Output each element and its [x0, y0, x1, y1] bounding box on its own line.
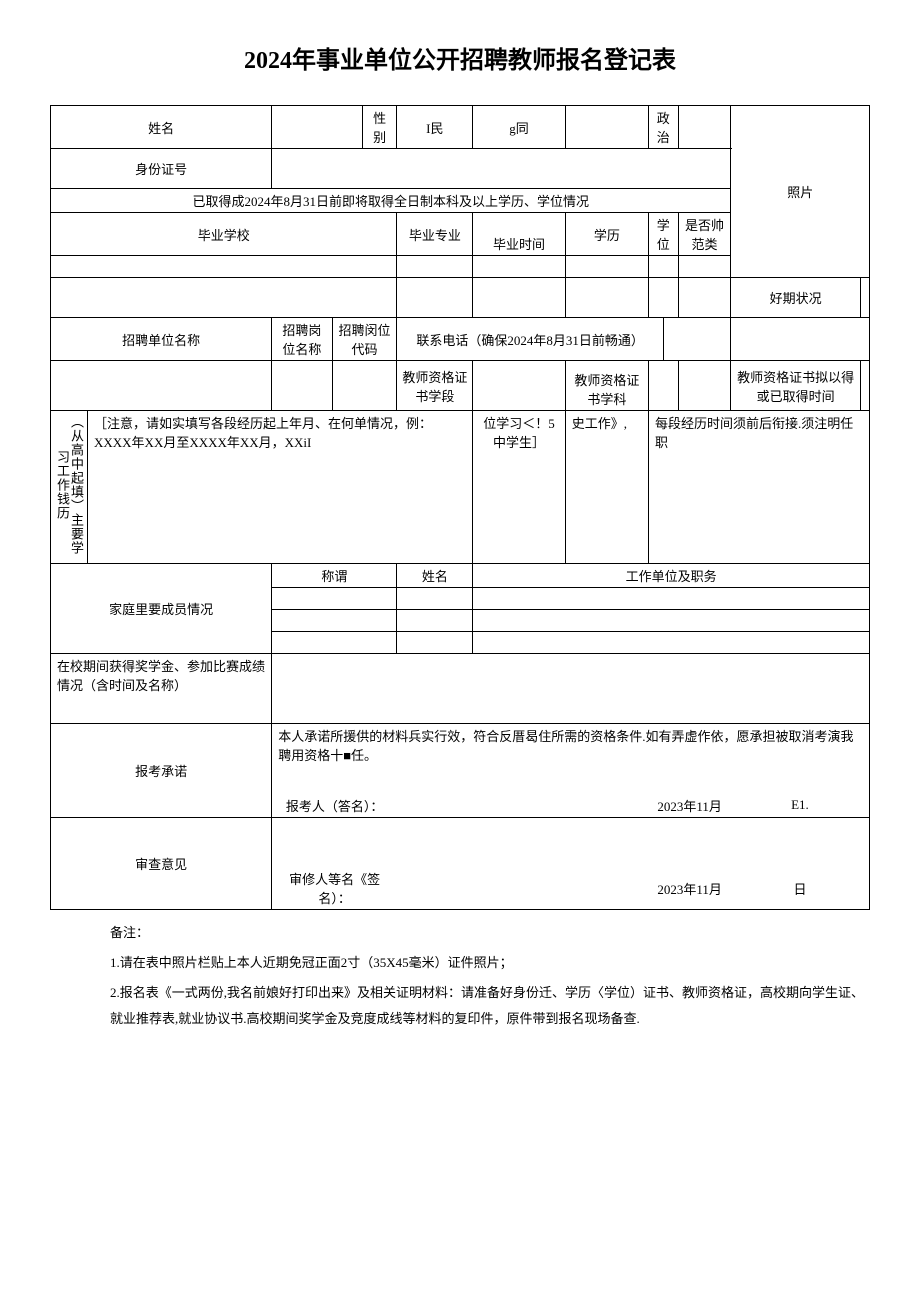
- politics-label: 政治: [648, 106, 678, 149]
- preg-cell: [860, 278, 869, 318]
- cert-time-label: 教师资格证书拟以得或已取得时间: [731, 361, 861, 411]
- edu-header: 已取得成2024年8月31日前即将取得全日制本科及以上学历、学位情况: [51, 189, 731, 213]
- table-row: [397, 256, 473, 278]
- review-day: 日: [731, 867, 870, 910]
- table-row: [473, 610, 870, 632]
- degree2-label: 学位: [648, 213, 678, 256]
- review-sig-cell: [397, 867, 649, 910]
- col5-cell: [565, 106, 648, 149]
- cert-cell4: [473, 361, 566, 411]
- school-label: 毕业学校: [51, 213, 397, 256]
- table-row: [397, 278, 473, 318]
- promise-label: 报考承诺: [51, 724, 272, 818]
- family-col2: 姓名: [397, 564, 473, 588]
- postcode-label: 招聘闵位代码: [332, 318, 397, 361]
- table-row: [473, 278, 566, 318]
- preg-label: 好期状况: [731, 278, 860, 318]
- table-row: [397, 632, 473, 654]
- table-row: [473, 256, 566, 278]
- note-label: 备注：: [110, 920, 870, 946]
- table-row: [648, 278, 678, 318]
- review-sig-label: 审修人等名《签名）：: [272, 867, 397, 910]
- table-row: [565, 256, 648, 278]
- name-cell: [272, 106, 363, 149]
- cert-cell7: [860, 361, 869, 411]
- name-label: 姓名: [51, 106, 272, 149]
- footer-notes: 备注： 1.请在表中照片栏贴上本人近期免冠正面2寸（35X45毫米）证件照片； …: [50, 920, 870, 1032]
- history-note-mid: 位学习＜！5中学生］: [473, 411, 566, 564]
- gradtime-label: 毕业时间: [473, 213, 566, 256]
- table-row: [272, 610, 397, 632]
- review-date: 2023年11月: [648, 867, 730, 910]
- postname-label: 招聘岗位名称: [272, 318, 332, 361]
- id-label: 身份证号: [51, 149, 272, 189]
- table-row: [272, 632, 397, 654]
- registration-table: 姓名 性别 I民 g同 政治 照片 身份证号 已取得成2024年8月31日前即将…: [50, 105, 870, 910]
- politics-cell: [678, 106, 731, 149]
- cert-stage-label: 教师资格证书学段: [397, 361, 473, 411]
- page-title: 2024年事业单位公开招聘教师报名登记表: [50, 40, 870, 75]
- note-2: 2.报名表《一式两份,我名前娘好打印出来》及相关证明材料：请准备好身份迁、学历〈…: [110, 980, 870, 1032]
- history-note-r2: 每段经历时间须前后衔接.须注明任职: [648, 411, 869, 564]
- note-1: 1.请在表中照片栏贴上本人近期免冠正面2寸（35X45毫米）证件照片；: [110, 950, 870, 976]
- degree1-label: 学历: [565, 213, 648, 256]
- table-row: [648, 256, 678, 278]
- awards-cell: [272, 654, 870, 724]
- cert-cell1: [51, 361, 272, 411]
- promise-date: 2023年11月: [648, 794, 730, 818]
- table-row: [473, 588, 870, 610]
- table-row: [565, 278, 648, 318]
- promise-text: 本人承诺所援供的材料兵实行效，符合反厝曷住所需的资格条件.如有弄虚作依，愿承担被…: [272, 724, 870, 794]
- promise-day: E1.: [731, 794, 870, 818]
- table-row: [51, 278, 397, 318]
- id-cell: [272, 149, 731, 189]
- family-col3: 工作单位及职务: [473, 564, 870, 588]
- table-row: [678, 256, 731, 278]
- major-label: 毕业专业: [397, 213, 473, 256]
- table-row: [678, 278, 731, 318]
- cert-cell5: [648, 361, 678, 411]
- table-row: [397, 610, 473, 632]
- table-row: [397, 588, 473, 610]
- col3-label: I民: [397, 106, 473, 149]
- table-row: [272, 588, 397, 610]
- cert-cell3: [332, 361, 397, 411]
- history-vlabel: （从高中起填）主要学习工作钱历: [51, 411, 88, 564]
- family-label: 家庭里要成员情况: [51, 564, 272, 654]
- table-row: [473, 632, 870, 654]
- cert-cell6: [678, 361, 731, 411]
- history-note-r1: 史工作》,: [565, 411, 648, 564]
- phone-label: 联系电话（确保2024年8月31日前畅通）: [397, 318, 663, 361]
- gender-label: 性别: [362, 106, 397, 149]
- col4-label: g同: [473, 106, 566, 149]
- awards-label: 在校期间获得奖学金、参加比赛成绩情况（含时间及名称）: [51, 654, 272, 724]
- history-note-left: ［注意，请如实填写各段经历起上年月、在何单情况，例：XXXX年XX月至XXXX年…: [88, 411, 473, 564]
- promise-sig-label: 报考人（答名）：: [272, 794, 397, 818]
- promise-sig-cell: [397, 794, 649, 818]
- phone-cell: [663, 318, 731, 361]
- hire-right-cell: [731, 318, 870, 361]
- cert-subject-label: 教师资格证书学科: [565, 361, 648, 411]
- normal-label: 是否帅范类: [678, 213, 731, 256]
- table-row: [51, 256, 397, 278]
- family-col1: 称谓: [272, 564, 397, 588]
- photo-cell: 照片: [731, 106, 870, 278]
- review-label: 审查意见: [51, 817, 272, 910]
- cert-cell2: [272, 361, 332, 411]
- review-cell: [272, 817, 870, 867]
- unit-label: 招聘单位名称: [51, 318, 272, 361]
